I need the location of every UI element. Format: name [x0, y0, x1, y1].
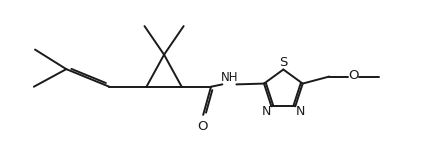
Text: NH: NH [221, 71, 238, 84]
Text: O: O [348, 69, 359, 82]
Text: N: N [262, 105, 271, 117]
Text: S: S [279, 56, 287, 69]
Text: N: N [295, 105, 305, 117]
Text: O: O [197, 120, 207, 133]
